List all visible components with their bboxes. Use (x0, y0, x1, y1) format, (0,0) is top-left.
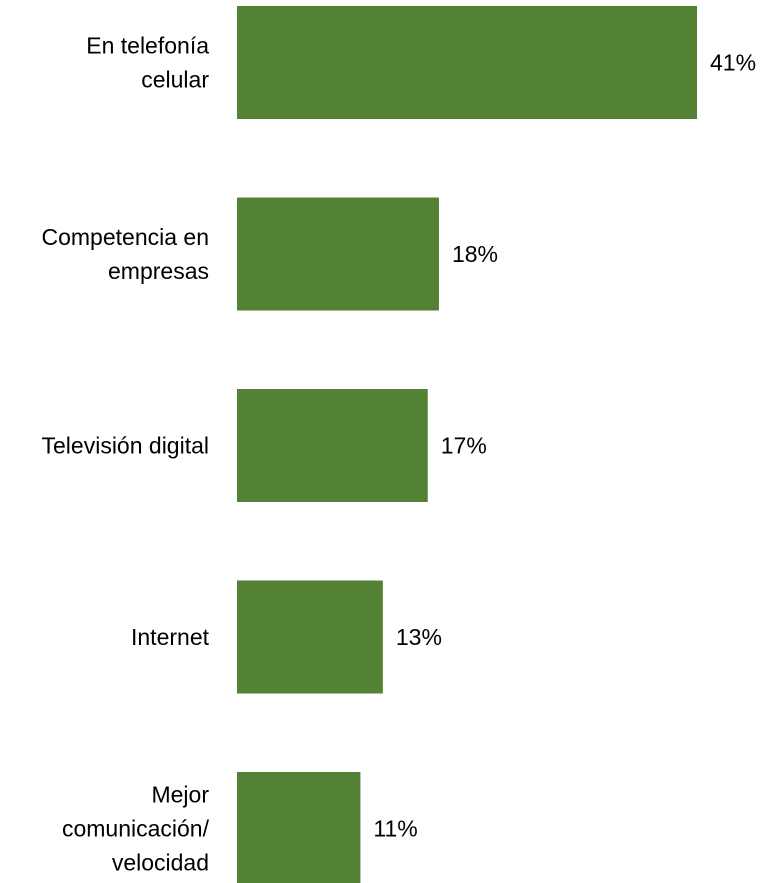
value-label-internet: 13% (396, 624, 442, 650)
category-labels-group: En telefonía celular Competencia en empresa… (42, 33, 210, 876)
category-label-line: empresas (108, 258, 209, 284)
value-label-competencia-en-empresas: 18% (452, 241, 498, 267)
category-label-television-digital: Televisión digital (42, 433, 209, 459)
bar-internet (237, 580, 383, 694)
value-label-television-digital: 17% (441, 433, 487, 459)
bar-television-digital (237, 389, 428, 502)
category-label-internet: Internet (131, 624, 210, 650)
category-label-competencia-en-empresas: Competencia en empresas (42, 224, 210, 284)
category-label-line: Mejor (151, 782, 209, 808)
bar-en-telefonia-celular (237, 6, 698, 119)
category-label-line: Competencia en (42, 224, 210, 250)
bar-competencia-en-empresas (237, 197, 439, 311)
category-label-en-telefonia-celular: En telefonía celular (86, 33, 209, 93)
category-label-line: velocidad (112, 850, 209, 876)
value-label-en-telefonia-celular: 41% (710, 50, 756, 76)
value-labels-group: 41% 18% 17% 13% 11% (373, 50, 756, 842)
bar-mejor-comunicacion-velocidad (237, 772, 361, 883)
bars-group (237, 6, 698, 883)
category-label-line: Televisión digital (42, 433, 209, 459)
value-label-mejor-comunicacion-velocidad: 11% (373, 816, 417, 842)
category-label-mejor-comunicacion-velocidad: Mejor comunicación/velocidad (62, 782, 210, 876)
category-label-line: celular (141, 67, 209, 93)
category-label-line: Internet (131, 624, 210, 650)
category-label-line: comunicación/ (62, 816, 210, 842)
category-label-line: En telefonía (86, 33, 209, 59)
